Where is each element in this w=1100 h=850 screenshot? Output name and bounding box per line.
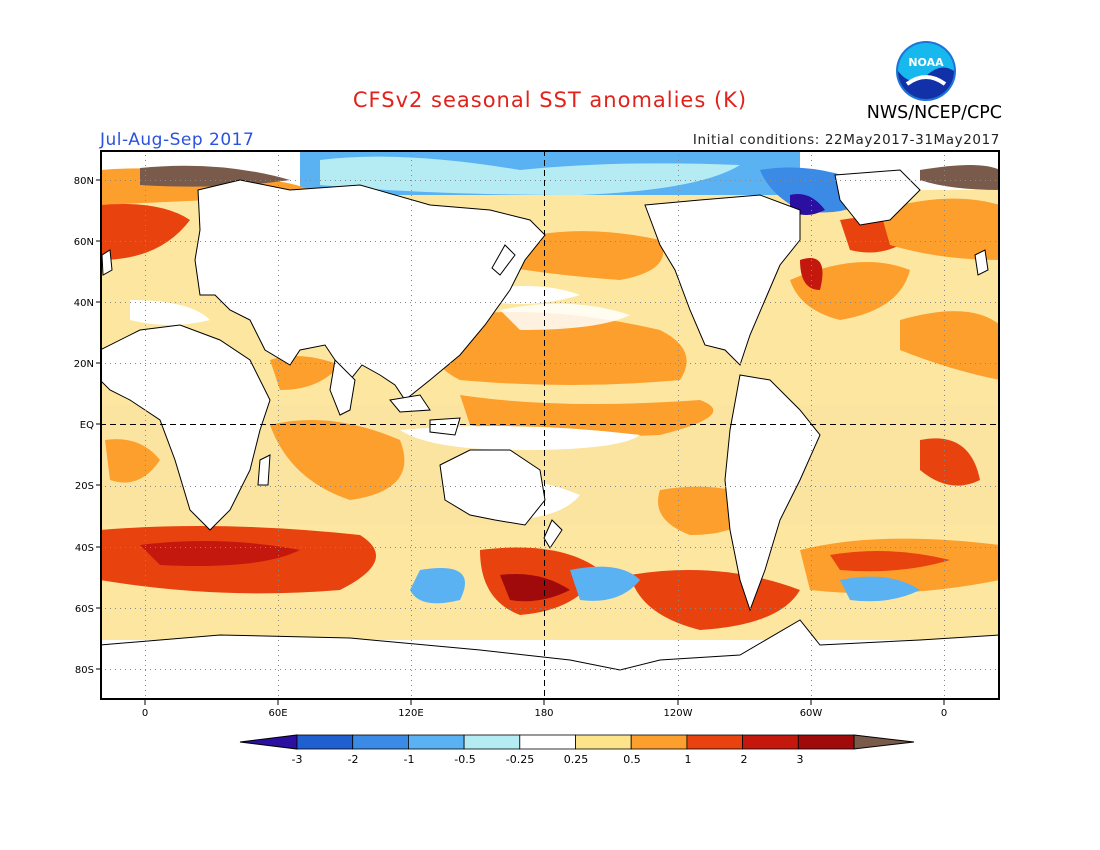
colorbar-label: 0.25 bbox=[564, 753, 589, 766]
colorbar-swatch bbox=[407, 734, 465, 750]
colorbar-swatch bbox=[742, 734, 799, 750]
colorbar-swatch bbox=[463, 734, 521, 750]
colorbar-label: 2 bbox=[741, 753, 748, 766]
initial-conditions: Initial conditions: 22May2017-31May2017 bbox=[692, 132, 1000, 148]
lat-label: 80N bbox=[74, 176, 94, 187]
colorbar-label: 3 bbox=[797, 753, 804, 766]
lon-label: 120W bbox=[664, 708, 693, 719]
forecast-period: Jul-Aug-Sep 2017 bbox=[100, 130, 255, 150]
colorbar-swatch bbox=[686, 734, 744, 750]
lat-label: EQ bbox=[80, 420, 94, 431]
colorbar-label: 1 bbox=[685, 753, 692, 766]
lat-label: 80S bbox=[75, 665, 94, 676]
lat-label: 40N bbox=[74, 298, 94, 309]
lat-label: 20S bbox=[75, 481, 94, 492]
colorbar-swatch bbox=[352, 734, 409, 750]
colorbar-swatch bbox=[519, 734, 576, 750]
logo-text: NOAA bbox=[908, 56, 944, 69]
continents bbox=[100, 169, 1000, 700]
lon-label: 60E bbox=[268, 708, 287, 719]
colorbar-label: -1 bbox=[404, 753, 415, 766]
colorbar-labels: -3 -2 -1 -0.5 -0.25 0.25 0.5 1 2 3 bbox=[292, 753, 804, 766]
colorbar-label: -0.5 bbox=[454, 753, 475, 766]
lat-label: 20N bbox=[74, 359, 94, 370]
lat-label: 60N bbox=[74, 237, 94, 248]
colorbar-swatch bbox=[296, 734, 354, 750]
lon-label: 60W bbox=[800, 708, 823, 719]
colorbar-arrow-high bbox=[853, 734, 915, 750]
colorbar-label: -3 bbox=[292, 753, 303, 766]
lon-label: 0 bbox=[142, 708, 148, 719]
reference-lines bbox=[100, 150, 1000, 700]
colorbar-arrow-low bbox=[239, 734, 298, 750]
noaa-logo-icon: NOAA bbox=[896, 41, 956, 101]
lat-label: 40S bbox=[75, 543, 94, 554]
map-frame bbox=[100, 150, 1000, 700]
colorbar-swatch bbox=[575, 734, 632, 750]
lon-label: 0 bbox=[941, 708, 947, 719]
chart-title: CFSv2 seasonal SST anomalies (K) bbox=[352, 88, 748, 112]
lat-label: 60S bbox=[75, 604, 94, 615]
colorbar bbox=[239, 734, 915, 750]
colorbar-swatch bbox=[630, 734, 688, 750]
colorbar-swatch bbox=[797, 734, 855, 750]
colorbar-label: -0.25 bbox=[506, 753, 534, 766]
colorbar-label: 0.5 bbox=[623, 753, 641, 766]
sst-anomaly-map bbox=[100, 150, 1000, 700]
agency-label: NWS/NCEP/CPC bbox=[866, 103, 1002, 123]
lon-label: 180 bbox=[534, 708, 553, 719]
lon-label: 120E bbox=[398, 708, 423, 719]
colorbar-label: -2 bbox=[348, 753, 359, 766]
